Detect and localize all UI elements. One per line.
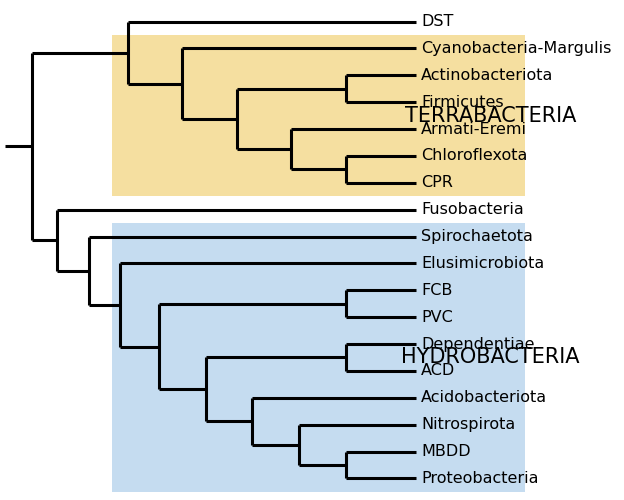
Text: HYDROBACTERIA: HYDROBACTERIA [401, 348, 580, 368]
Text: Armati-Eremi: Armati-Eremi [421, 122, 527, 136]
Text: Proteobacteria: Proteobacteria [421, 471, 539, 486]
Text: Elusimicrobiota: Elusimicrobiota [421, 256, 544, 271]
Text: Actinobacteriota: Actinobacteriota [421, 68, 553, 83]
Text: Nitrospirota: Nitrospirota [421, 417, 515, 432]
Text: Fusobacteria: Fusobacteria [421, 202, 524, 217]
Text: CPR: CPR [421, 176, 453, 190]
Text: ACD: ACD [421, 364, 455, 378]
Text: MBDD: MBDD [421, 444, 470, 459]
Text: Dependentiae: Dependentiae [421, 336, 534, 351]
Text: Acidobacteriota: Acidobacteriota [421, 390, 547, 406]
Bar [112, 35, 525, 196]
Text: PVC: PVC [421, 310, 452, 324]
Bar [112, 223, 525, 492]
Text: Cyanobacteria-Margulis: Cyanobacteria-Margulis [421, 41, 612, 56]
Text: Spirochaetota: Spirochaetota [421, 229, 533, 244]
Text: FCB: FCB [421, 283, 452, 298]
Text: TERRABACTERIA: TERRABACTERIA [404, 106, 576, 126]
Text: DST: DST [421, 14, 453, 29]
Text: Chloroflexota: Chloroflexota [421, 148, 527, 164]
Text: Firmicutes: Firmicutes [421, 94, 504, 110]
